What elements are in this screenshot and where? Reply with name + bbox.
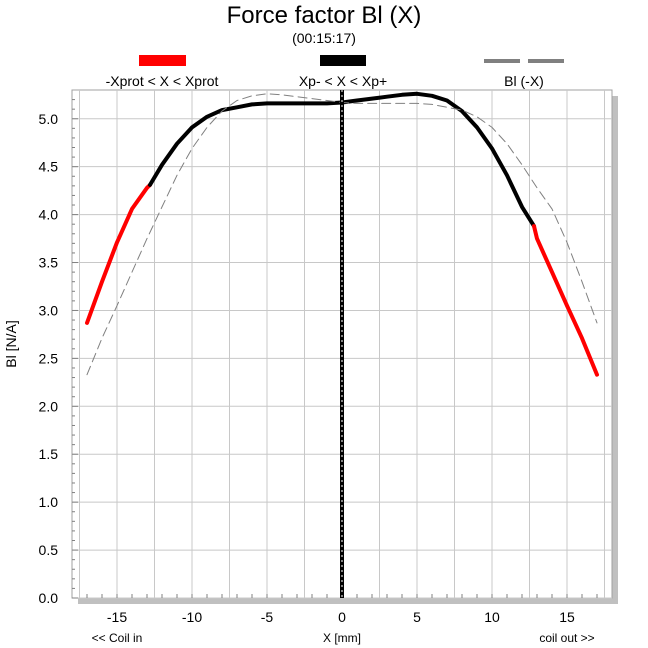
y-tick-label: 2.5 [39, 350, 59, 366]
y-tick-label: 5.0 [39, 111, 59, 127]
y-tick-label: 0.0 [39, 590, 59, 606]
x-tick-label: -5 [261, 609, 274, 625]
chart-subtitle: (00:15:17) [292, 30, 356, 46]
x-axis-label: X [mm] [323, 631, 361, 645]
legend-label: Bl (-X) [504, 73, 544, 89]
legend-swatch [320, 55, 366, 66]
y-axis-label: Bl [N/A] [3, 320, 19, 367]
x-tick-label: 10 [484, 609, 500, 625]
y-tick-label: 2.0 [39, 398, 59, 414]
x-tick-label: -10 [182, 609, 202, 625]
x-right-note: coil out >> [539, 631, 594, 645]
x-tick-label: -15 [107, 609, 127, 625]
y-tick-label: 4.0 [39, 207, 59, 223]
legend-label: -Xprot < X < Xprot [106, 73, 219, 89]
y-tick-label: 0.5 [39, 542, 59, 558]
chart-title: Force factor Bl (X) [226, 2, 422, 29]
x-tick-label: 0 [338, 609, 346, 625]
x-tick-label: 5 [413, 609, 421, 625]
y-tick-label: 4.5 [39, 159, 59, 175]
legend-swatch [139, 55, 186, 66]
series-line [85, 182, 152, 325]
x-left-note: << Coil in [92, 631, 143, 645]
x-tick-label: 15 [559, 609, 575, 625]
y-tick-label: 1.0 [39, 494, 59, 510]
y-tick-label: 3.0 [39, 302, 59, 318]
y-tick-label: 3.5 [39, 255, 59, 271]
series-line [532, 224, 599, 377]
legend-label: Xp- < X < Xp+ [299, 73, 387, 89]
y-tick-label: 1.5 [39, 446, 59, 462]
